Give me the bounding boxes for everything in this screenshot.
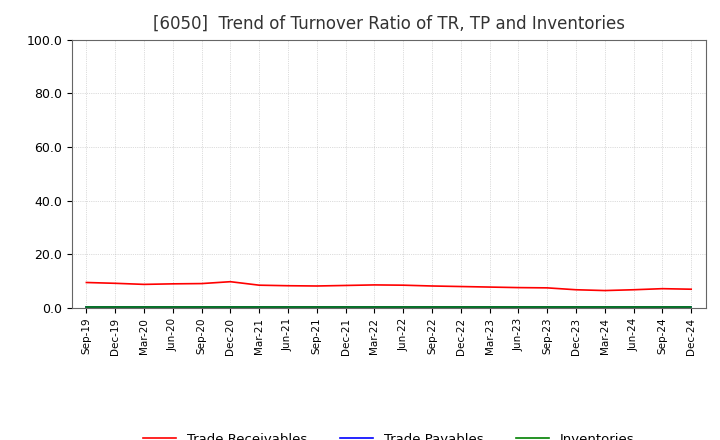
Trade Payables	[284, 304, 292, 309]
Trade Payables	[629, 304, 638, 309]
Inventories	[255, 305, 264, 310]
Trade Payables	[197, 304, 206, 309]
Trade Receivables	[140, 282, 148, 287]
Trade Receivables	[687, 286, 696, 292]
Trade Payables	[312, 304, 321, 309]
Inventories	[399, 305, 408, 310]
Trade Receivables	[514, 285, 523, 290]
Trade Payables	[514, 304, 523, 309]
Inventories	[514, 305, 523, 310]
Inventories	[111, 305, 120, 310]
Trade Receivables	[168, 281, 177, 286]
Inventories	[543, 305, 552, 310]
Trade Payables	[341, 304, 350, 309]
Inventories	[600, 305, 609, 310]
Inventories	[485, 305, 494, 310]
Inventories	[168, 305, 177, 310]
Trade Receivables	[543, 285, 552, 290]
Trade Receivables	[370, 282, 379, 288]
Trade Receivables	[312, 283, 321, 289]
Title: [6050]  Trend of Turnover Ratio of TR, TP and Inventories: [6050] Trend of Turnover Ratio of TR, TP…	[153, 15, 625, 33]
Trade Receivables	[658, 286, 667, 291]
Trade Payables	[255, 304, 264, 309]
Inventories	[226, 305, 235, 310]
Line: Trade Receivables: Trade Receivables	[86, 282, 691, 290]
Trade Receivables	[572, 287, 580, 293]
Inventories	[197, 305, 206, 310]
Trade Payables	[111, 304, 120, 309]
Trade Payables	[687, 304, 696, 309]
Legend: Trade Receivables, Trade Payables, Inventories: Trade Receivables, Trade Payables, Inven…	[138, 427, 639, 440]
Trade Payables	[140, 304, 148, 309]
Inventories	[82, 305, 91, 310]
Trade Receivables	[428, 283, 436, 289]
Inventories	[629, 305, 638, 310]
Inventories	[284, 305, 292, 310]
Trade Receivables	[456, 284, 465, 289]
Trade Payables	[82, 304, 91, 309]
Trade Receivables	[111, 281, 120, 286]
Trade Receivables	[226, 279, 235, 284]
Trade Receivables	[255, 282, 264, 288]
Trade Payables	[456, 304, 465, 309]
Trade Payables	[428, 304, 436, 309]
Trade Receivables	[399, 282, 408, 288]
Trade Payables	[600, 304, 609, 309]
Inventories	[687, 305, 696, 310]
Trade Payables	[226, 304, 235, 309]
Inventories	[312, 305, 321, 310]
Trade Receivables	[82, 280, 91, 285]
Inventories	[140, 305, 148, 310]
Trade Payables	[572, 304, 580, 309]
Trade Receivables	[600, 288, 609, 293]
Trade Payables	[399, 304, 408, 309]
Trade Payables	[543, 304, 552, 309]
Trade Payables	[168, 304, 177, 309]
Inventories	[658, 305, 667, 310]
Inventories	[370, 305, 379, 310]
Trade Receivables	[341, 283, 350, 288]
Trade Receivables	[485, 284, 494, 290]
Trade Receivables	[197, 281, 206, 286]
Trade Payables	[485, 304, 494, 309]
Trade Receivables	[629, 287, 638, 293]
Inventories	[456, 305, 465, 310]
Trade Payables	[370, 304, 379, 309]
Trade Receivables	[284, 283, 292, 288]
Inventories	[572, 305, 580, 310]
Trade Payables	[658, 304, 667, 309]
Inventories	[428, 305, 436, 310]
Inventories	[341, 305, 350, 310]
